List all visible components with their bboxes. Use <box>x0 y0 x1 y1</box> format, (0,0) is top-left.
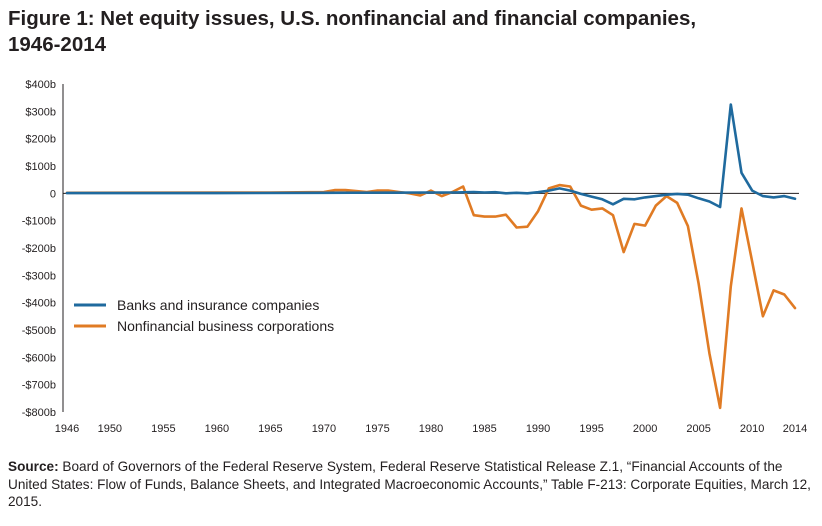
source-text: Board of Governors of the Federal Reserv… <box>8 459 811 509</box>
legend: Banks and insurance companies Nonfinancia… <box>74 297 334 334</box>
y-tick-label: $200b <box>25 134 56 146</box>
x-tick-label: 1985 <box>472 423 496 435</box>
source-note: Source: Board of Governors of the Federa… <box>8 458 814 511</box>
y-tick-label: -$100b <box>22 216 56 228</box>
series-lines <box>65 103 797 410</box>
y-tick-label: -$500b <box>22 325 56 337</box>
x-tick-label: 2000 <box>633 423 657 435</box>
y-tick-label: $400b <box>25 79 56 91</box>
y-tick-label: -$600b <box>22 352 56 364</box>
y-tick-label: -$200b <box>22 243 56 255</box>
chart-title-line1: Figure 1: Net equity issues, U.S. nonfin… <box>8 7 697 30</box>
source-label: Source: <box>8 459 59 474</box>
y-tick-label: 0 <box>50 188 56 200</box>
y-tick-label: $300b <box>25 106 56 118</box>
x-tick-label: 1946 <box>55 423 79 435</box>
chart-title: Figure 1: Net equity issues, U.S. nonfin… <box>8 6 814 58</box>
series-line-banks-insurance <box>65 103 797 209</box>
x-tick-label: 1970 <box>312 423 336 435</box>
x-tick-label: 2010 <box>740 423 764 435</box>
line-chart: $400b $300b $200b $100b 0 -$100b -$200b -$300b -… <box>22 79 808 435</box>
x-tick-label: 1995 <box>579 423 603 435</box>
x-tick-label: 1955 <box>151 423 175 435</box>
x-axis: 1946 1950 1955 1960 1965 1970 1975 1980 1985 1990… <box>55 423 807 435</box>
x-tick-label: 1960 <box>205 423 229 435</box>
chart-title-line2: 1946-2014 <box>8 33 107 56</box>
x-tick-label: 2005 <box>686 423 710 435</box>
series-line-nonfinancial-corporations <box>65 183 797 410</box>
x-tick-label: 1965 <box>258 423 282 435</box>
x-tick-label: 1950 <box>98 423 122 435</box>
y-axis: $400b $300b $200b $100b 0 -$100b -$200b -$300b -… <box>22 79 64 419</box>
x-tick-label: 1975 <box>365 423 389 435</box>
x-tick-label: 1990 <box>526 423 550 435</box>
y-tick-label: $100b <box>25 161 56 173</box>
y-tick-label: -$700b <box>22 380 56 392</box>
y-tick-label: -$400b <box>22 298 56 310</box>
x-tick-label: 1980 <box>419 423 443 435</box>
y-tick-label: -$300b <box>22 270 56 282</box>
x-tick-label: 2014 <box>783 423 807 435</box>
legend-label: Nonfinancial business corporations <box>117 318 334 334</box>
legend-label: Banks and insurance companies <box>117 297 319 313</box>
y-tick-label: -$800b <box>22 407 56 419</box>
